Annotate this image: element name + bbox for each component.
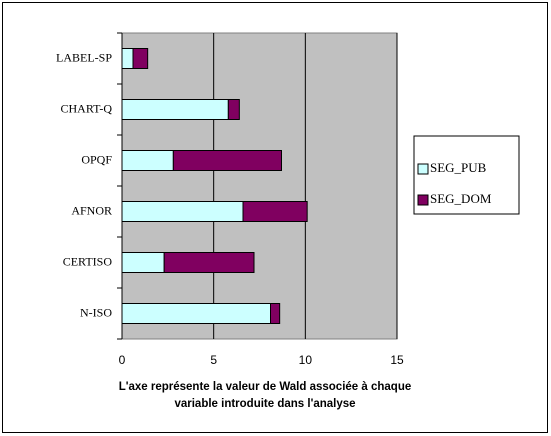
x-tick-label: 5 <box>210 353 217 367</box>
bar-segment <box>172 150 282 171</box>
bar-segment <box>121 48 134 69</box>
legend-label: SEG_DOM <box>430 191 492 206</box>
x-tick-label: 15 <box>390 353 404 367</box>
bar-segment <box>121 201 244 222</box>
bar-segment <box>121 99 229 120</box>
legend-swatch <box>417 163 429 175</box>
bar-segment <box>270 303 281 324</box>
x-axis-title: L'axe représente la valeur de Wald assoc… <box>119 381 412 393</box>
bar-segment <box>121 150 174 171</box>
bar-segment <box>227 99 240 120</box>
legend-box <box>413 135 520 215</box>
x-tick-label: 0 <box>119 353 126 367</box>
y-tick-label: CERTISO <box>63 254 113 268</box>
y-tick-label: OPQF <box>81 152 112 166</box>
y-tick-label: AFNOR <box>71 203 112 217</box>
bar-segment <box>163 252 255 273</box>
plot-area <box>121 32 398 340</box>
y-tick-label: LABEL-SP <box>56 50 112 64</box>
bar-segment <box>242 201 308 222</box>
bar-segment <box>132 48 149 69</box>
x-tick-label: 10 <box>299 353 313 367</box>
y-tick-label: CHART-Q <box>60 101 112 115</box>
bar-segment <box>121 252 165 273</box>
y-tick-label: N-ISO <box>80 305 112 319</box>
x-axis-title: variable introduite dans l'analyse <box>174 398 355 410</box>
legend-label: SEG_PUB <box>430 160 487 175</box>
legend-swatch <box>417 194 429 206</box>
bar-segment <box>121 303 271 324</box>
